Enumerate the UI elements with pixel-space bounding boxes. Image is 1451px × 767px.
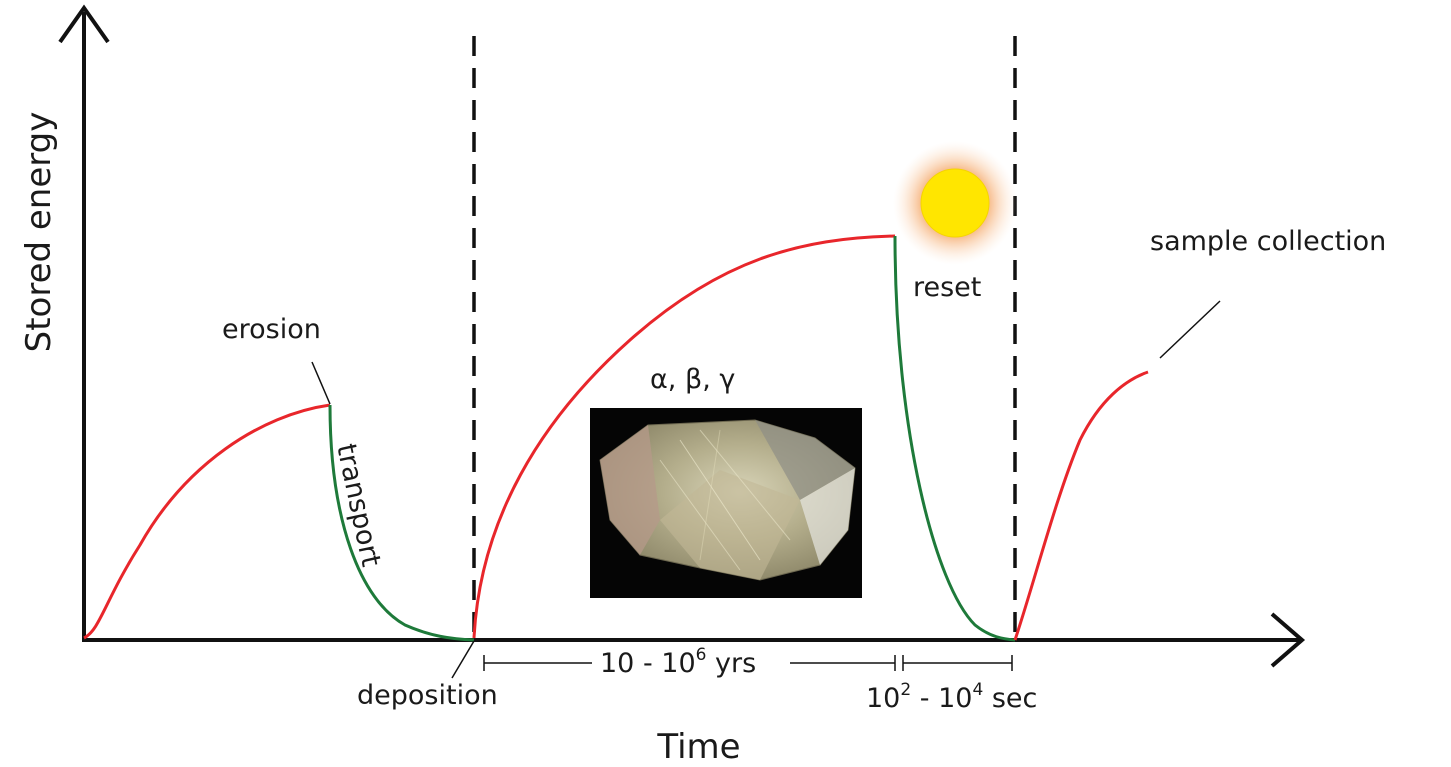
exposure-interval-bracket <box>902 655 1013 671</box>
erosion-leader <box>311 361 331 405</box>
burial-accumulation-curve <box>472 234 896 639</box>
burial-interval-bracket <box>483 655 896 671</box>
reset-label: reset <box>913 272 981 303</box>
sample-collection-label: sample collection <box>1150 226 1386 257</box>
reset-bleaching-curve <box>893 235 1016 642</box>
exposure-interval-label: 102 - 104 sec <box>866 680 1037 714</box>
x-axis-arrowhead <box>1270 612 1306 668</box>
y-axis-arrowhead <box>58 4 110 44</box>
x-axis-label: Time <box>656 727 740 763</box>
y-axis-label: Stored energy <box>19 112 59 353</box>
deposition-label: deposition <box>357 680 498 711</box>
sun-icon <box>893 141 1017 265</box>
erosion-label: erosion <box>222 314 321 345</box>
quartz-crystal-photo <box>590 408 862 598</box>
post-reset-accumulation-curve <box>1013 370 1149 641</box>
axes <box>58 4 1306 668</box>
sample-collection-leader <box>1159 300 1221 359</box>
radiation-label: α, β, γ <box>650 364 735 395</box>
burial-interval-label: 10 - 106 yrs <box>600 645 756 679</box>
deposition-leader <box>451 640 475 679</box>
energy-curves <box>83 234 1149 642</box>
accumulation-curve-1 <box>83 403 331 640</box>
transport-bleaching-curve <box>328 404 475 642</box>
